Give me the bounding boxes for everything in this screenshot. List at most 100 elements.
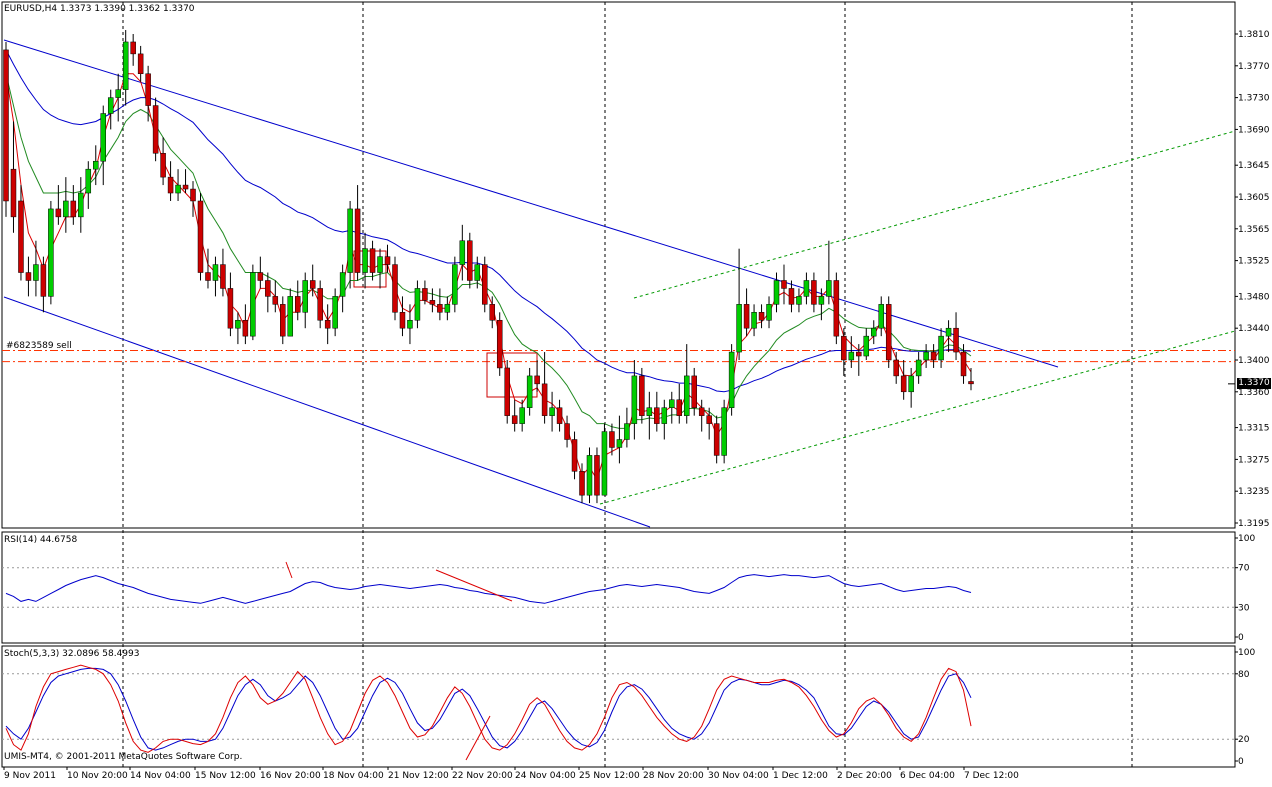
price-tick-label-1: 1.3770 bbox=[1238, 62, 1270, 72]
candle-body-122 bbox=[915, 359, 922, 377]
candle-body-85 bbox=[639, 375, 645, 416]
stoch-tick-label-3: 0 bbox=[1238, 757, 1244, 767]
candle-body-97 bbox=[728, 351, 735, 408]
candle-body-81 bbox=[609, 431, 615, 448]
candle-body-93 bbox=[698, 407, 705, 416]
time-tick-label-7: 22 Nov 20:00 bbox=[452, 771, 513, 781]
candle-body-12 bbox=[93, 160, 99, 170]
candle-body-28 bbox=[212, 264, 219, 281]
candle-body-91 bbox=[683, 375, 690, 416]
candle-body-18 bbox=[137, 53, 144, 75]
price-tick-label-5: 1.3605 bbox=[1238, 193, 1270, 203]
candle-body-54 bbox=[407, 319, 413, 329]
candle-body-107 bbox=[803, 280, 810, 297]
candle-body-29 bbox=[220, 264, 226, 289]
candle-body-88 bbox=[661, 407, 668, 424]
candle-body-123 bbox=[923, 351, 929, 361]
candle-body-15 bbox=[115, 89, 121, 98]
candle-body-66 bbox=[496, 319, 503, 369]
candle-body-51 bbox=[384, 256, 391, 265]
copyright-label: UMIS-MT4, © 2001-2011 MetaQuotes Softwar… bbox=[4, 752, 243, 762]
stoch-signal-line bbox=[5, 664, 972, 753]
candle-body-19 bbox=[145, 73, 151, 106]
candle-body-41 bbox=[309, 280, 316, 289]
candle-body-102 bbox=[766, 304, 772, 321]
stoch-header-label: Stoch(5,3,3) 32.0896 58.4993 bbox=[4, 649, 140, 659]
candle-body-74 bbox=[556, 407, 563, 424]
candle-body-94 bbox=[706, 415, 712, 424]
rsi-divergence-line-1 bbox=[285, 561, 293, 579]
candle-body-6 bbox=[48, 208, 54, 297]
candle-body-2 bbox=[18, 200, 24, 273]
candle-body-69 bbox=[519, 407, 525, 424]
candle-body-78 bbox=[586, 455, 593, 496]
candle-body-55 bbox=[414, 288, 421, 321]
price-tick-label-4: 1.3645 bbox=[1238, 161, 1270, 171]
time-tick-label-2: 14 Nov 04:00 bbox=[130, 771, 191, 781]
candle-body-7 bbox=[55, 208, 62, 218]
stoch-main-line bbox=[5, 667, 972, 751]
rsi-tick-label-1: 70 bbox=[1238, 564, 1250, 574]
ma-fast-line bbox=[5, 73, 972, 481]
candle-body-129 bbox=[968, 381, 974, 385]
trend-upper-dotted-line bbox=[633, 130, 1236, 299]
candle-body-70 bbox=[526, 375, 533, 408]
candle-body-99 bbox=[743, 304, 750, 329]
candle-body-67 bbox=[504, 367, 510, 416]
time-tick-label-0: 9 Nov 2011 bbox=[4, 771, 56, 781]
candle-body-40 bbox=[302, 280, 308, 313]
candle-body-17 bbox=[130, 41, 136, 55]
candle-body-82 bbox=[616, 439, 623, 448]
candle-body-86 bbox=[646, 407, 653, 416]
candle-body-13 bbox=[100, 113, 106, 162]
candle-body-38 bbox=[287, 296, 294, 337]
candle-body-4 bbox=[33, 264, 39, 281]
price-tick-label-7: 1.3525 bbox=[1238, 257, 1270, 267]
candle-body-23 bbox=[175, 184, 181, 194]
candle-body-35 bbox=[265, 280, 271, 297]
candle-body-32 bbox=[242, 319, 249, 337]
time-tick-label-15: 7 Dec 12:00 bbox=[964, 771, 1019, 781]
candle-body-3 bbox=[25, 272, 32, 281]
stoch-panel-frame bbox=[1, 645, 1236, 768]
candle-body-87 bbox=[654, 407, 660, 424]
time-tick-label-8: 24 Nov 04:00 bbox=[515, 771, 576, 781]
candle-body-89 bbox=[669, 399, 675, 408]
candle-body-121 bbox=[908, 375, 914, 393]
candle-body-34 bbox=[257, 272, 264, 281]
rsi-line bbox=[5, 574, 972, 604]
candle-body-65 bbox=[489, 304, 495, 321]
candle-body-14 bbox=[107, 97, 114, 114]
candle-body-103 bbox=[773, 280, 780, 305]
candle-body-36 bbox=[272, 296, 279, 305]
stoch-tick-label-0: 100 bbox=[1238, 648, 1255, 658]
candle-body-71 bbox=[534, 375, 540, 385]
main-header-label: EURUSD,H4 1.3373 1.3390 1.3362 1.3370 bbox=[4, 4, 195, 14]
candle-body-126 bbox=[945, 327, 952, 337]
candle-body-43 bbox=[324, 319, 331, 329]
stoch-tick-label-2: 20 bbox=[1238, 735, 1250, 745]
candle-body-11 bbox=[85, 168, 92, 194]
candle-body-57 bbox=[429, 300, 436, 305]
candle-body-113 bbox=[848, 351, 855, 361]
rsi-panel-frame bbox=[1, 531, 1236, 644]
candle-body-52 bbox=[392, 264, 398, 313]
price-tick-label-12: 1.3315 bbox=[1238, 424, 1270, 434]
candle-body-77 bbox=[579, 471, 585, 496]
candle-body-115 bbox=[863, 335, 870, 357]
candle-body-109 bbox=[818, 296, 825, 305]
time-tick-label-11: 30 Nov 04:00 bbox=[708, 771, 769, 781]
candle-body-25 bbox=[190, 188, 196, 202]
channel-lower-line bbox=[3, 296, 651, 528]
price-tick-label-10: 1.3400 bbox=[1238, 356, 1270, 366]
time-tick-label-4: 16 Nov 20:00 bbox=[260, 771, 321, 781]
candle-body-1 bbox=[10, 168, 17, 218]
candle-body-27 bbox=[205, 272, 211, 281]
candle-body-20 bbox=[152, 105, 159, 154]
candles-group bbox=[3, 30, 974, 504]
time-tick-label-1: 10 Nov 20:00 bbox=[67, 771, 128, 781]
candle-body-83 bbox=[624, 423, 630, 440]
candle-body-100 bbox=[751, 312, 757, 329]
candle-body-64 bbox=[482, 264, 488, 305]
